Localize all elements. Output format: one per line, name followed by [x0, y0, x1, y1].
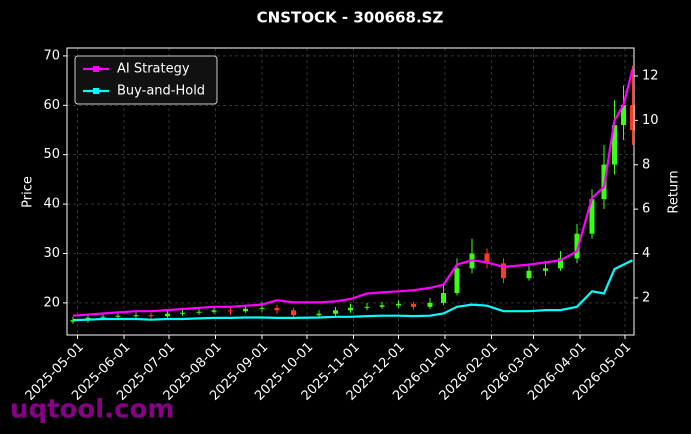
- legend-box: [74, 55, 218, 105]
- candle-body: [411, 303, 416, 307]
- candle-body: [501, 263, 506, 279]
- candle-body: [484, 253, 490, 264]
- legend-label: Buy-and-Hold: [117, 84, 205, 99]
- candle-body: [612, 125, 617, 165]
- y2-tick-label: 8: [642, 157, 650, 172]
- y-tick-label: 50: [43, 147, 60, 162]
- y2-tick-label: 6: [642, 202, 650, 217]
- candle-body: [165, 313, 170, 317]
- candle-body: [558, 258, 563, 269]
- candle-body: [316, 313, 322, 316]
- candle-body: [526, 270, 532, 279]
- candle-body: [211, 310, 217, 312]
- candle-body: [543, 268, 548, 271]
- candle-body: [115, 315, 121, 317]
- line-series: [72, 259, 633, 322]
- candle-body: [574, 233, 580, 259]
- candle-body: [148, 315, 154, 317]
- candle-body: [196, 311, 202, 313]
- y-tick-label: 30: [43, 246, 60, 261]
- y-tick-label: 60: [43, 98, 60, 113]
- y2-tick-label: 4: [642, 246, 650, 261]
- candle-body: [621, 105, 626, 126]
- y2-axis-label: Return: [667, 170, 682, 213]
- chart-title: CNSTOCK - 300668.SZ: [257, 9, 444, 27]
- legend-marker: [93, 88, 99, 94]
- candle-body: [133, 315, 139, 317]
- candle-body: [364, 306, 370, 308]
- candle-body: [379, 305, 385, 307]
- y2-tick-label: 10: [642, 113, 659, 128]
- candle-body: [180, 312, 185, 314]
- watermark: uqtool.com: [10, 395, 174, 425]
- line-series: [72, 69, 634, 317]
- candle-body: [427, 302, 433, 307]
- legend-label: AI Strategy: [117, 62, 190, 77]
- candle-body: [589, 199, 595, 234]
- y-tick-label: 20: [43, 295, 60, 310]
- y2-tick-label: 2: [642, 290, 650, 305]
- y-tick-label: 40: [43, 197, 60, 212]
- y-tick-label: 70: [43, 48, 60, 63]
- candle-body: [70, 320, 76, 322]
- candle-body: [348, 307, 353, 311]
- candle-body: [630, 105, 635, 130]
- candle-body: [333, 310, 338, 314]
- candle-body: [228, 310, 233, 312]
- y-axis-label: Price: [21, 176, 36, 208]
- candle-body: [274, 307, 280, 311]
- candle-body: [454, 268, 460, 294]
- y2-tick-label: 12: [642, 68, 659, 83]
- candle-body: [100, 316, 106, 318]
- candle-body: [396, 303, 401, 306]
- candle-body: [441, 293, 446, 303]
- legend-marker: [93, 66, 99, 72]
- candle-body: [259, 307, 265, 309]
- plot-frame: [66, 47, 635, 336]
- candle-body: [243, 308, 248, 312]
- candle-body: [291, 310, 296, 316]
